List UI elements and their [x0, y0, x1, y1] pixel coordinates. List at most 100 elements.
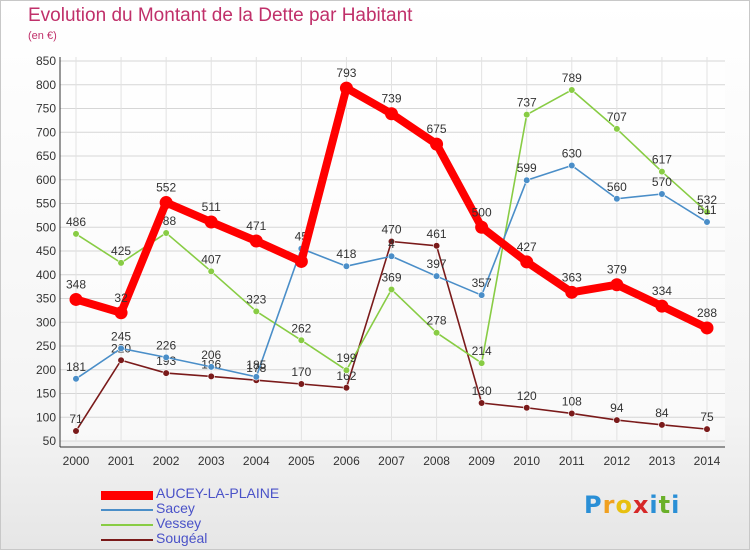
- data-point: [658, 168, 666, 176]
- data-label: 357: [472, 276, 492, 290]
- data-point: [207, 363, 215, 371]
- y-tick-label: 150: [36, 387, 56, 401]
- data-label: 130: [472, 384, 492, 398]
- data-label: 737: [517, 96, 537, 110]
- data-point: [478, 359, 486, 367]
- data-point: [342, 262, 351, 270]
- data-label: 71: [69, 412, 83, 426]
- legend-swatch: [101, 490, 153, 500]
- legend-swatch: [101, 524, 153, 526]
- data-point: [568, 161, 576, 170]
- data-label: 470: [381, 223, 401, 237]
- data-label: 363: [562, 270, 582, 284]
- data-label: 599: [517, 161, 537, 175]
- data-label: 199: [336, 351, 356, 365]
- x-tick-label: 2009: [468, 454, 495, 468]
- data-point: [432, 242, 441, 250]
- data-point: [703, 425, 711, 433]
- data-point: [69, 292, 83, 306]
- logo-letter: i: [649, 491, 659, 519]
- data-point: [523, 111, 531, 119]
- data-point: [207, 372, 215, 381]
- data-label: 288: [697, 306, 717, 320]
- data-point: [114, 306, 128, 320]
- data-label: 84: [655, 406, 669, 420]
- data-point: [658, 190, 666, 198]
- y-tick-label: 800: [36, 78, 56, 92]
- x-tick-label: 2002: [153, 454, 180, 468]
- x-tick-label: 2012: [604, 454, 631, 468]
- chart-title: Evolution du Montant de la Dette par Hab…: [28, 5, 413, 26]
- y-tick-label: 250: [36, 339, 56, 353]
- logo-letter: i: [671, 491, 681, 519]
- data-point: [613, 416, 621, 424]
- data-label: 94: [610, 401, 624, 415]
- x-tick-label: 2007: [378, 454, 405, 468]
- data-point: [523, 176, 531, 184]
- legend-label: Vessey: [156, 515, 202, 531]
- data-label: 630: [562, 147, 582, 161]
- data-label: 675: [427, 122, 447, 136]
- data-point: [249, 234, 263, 248]
- data-point: [610, 278, 624, 292]
- data-label: 226: [156, 338, 176, 352]
- y-tick-label: 700: [36, 125, 56, 139]
- y-tick-label: 200: [36, 363, 56, 377]
- data-point: [297, 380, 305, 388]
- plot-area: [60, 57, 725, 441]
- y-tick-label: 350: [36, 292, 56, 306]
- legend-swatch: [101, 509, 153, 511]
- x-tick-label: 2000: [63, 454, 90, 468]
- data-label: 75: [700, 410, 714, 424]
- x-tick-label: 2008: [423, 454, 450, 468]
- data-label: 560: [607, 180, 627, 194]
- x-tick-label: 2001: [108, 454, 135, 468]
- data-label: 552: [156, 181, 176, 195]
- data-point: [430, 137, 444, 151]
- x-tick-label: 2006: [333, 454, 360, 468]
- data-label: 206: [201, 348, 221, 362]
- x-tick-label: 2003: [198, 454, 225, 468]
- data-label: 32: [114, 291, 128, 305]
- y-tick-label: 750: [36, 102, 56, 116]
- data-label: 278: [427, 314, 447, 328]
- data-label: 461: [427, 227, 447, 241]
- y-tick-label: 500: [36, 220, 56, 234]
- data-point: [523, 404, 531, 412]
- y-tick-label: 50: [43, 434, 57, 448]
- legend-label: AUCEY-LA-PLAINE: [156, 485, 280, 501]
- data-label: 511: [202, 200, 221, 214]
- data-point: [72, 230, 80, 238]
- data-point: [478, 291, 486, 299]
- data-point: [568, 86, 576, 94]
- data-point: [387, 252, 396, 260]
- logo-letter: t: [658, 491, 672, 519]
- data-label: 789: [562, 71, 582, 85]
- legend-label: Sougéal: [156, 530, 208, 546]
- data-point: [703, 218, 711, 226]
- legend-swatch: [101, 539, 153, 541]
- data-label: 178: [246, 361, 266, 375]
- y-tick-label: 450: [36, 244, 56, 258]
- data-point: [297, 336, 305, 344]
- data-point: [162, 369, 170, 377]
- data-point: [432, 272, 441, 280]
- data-label: 407: [201, 252, 221, 266]
- data-label: 170: [291, 365, 311, 379]
- data-label: 262: [291, 321, 311, 335]
- x-tick-label: 2013: [649, 454, 676, 468]
- data-label: 214: [472, 344, 492, 358]
- data-point: [159, 196, 173, 210]
- data-point: [117, 259, 125, 267]
- chart-subtitle: (en €): [28, 30, 57, 42]
- logo-letter: r: [602, 491, 616, 519]
- data-point: [565, 285, 579, 299]
- x-tick-label: 2010: [513, 454, 540, 468]
- y-tick-label: 400: [36, 268, 56, 282]
- data-point: [252, 307, 260, 315]
- data-label: 570: [652, 175, 672, 189]
- logo-letter: P: [584, 491, 603, 519]
- proxiti-logo: Proxiti: [584, 491, 680, 519]
- data-point: [703, 208, 711, 216]
